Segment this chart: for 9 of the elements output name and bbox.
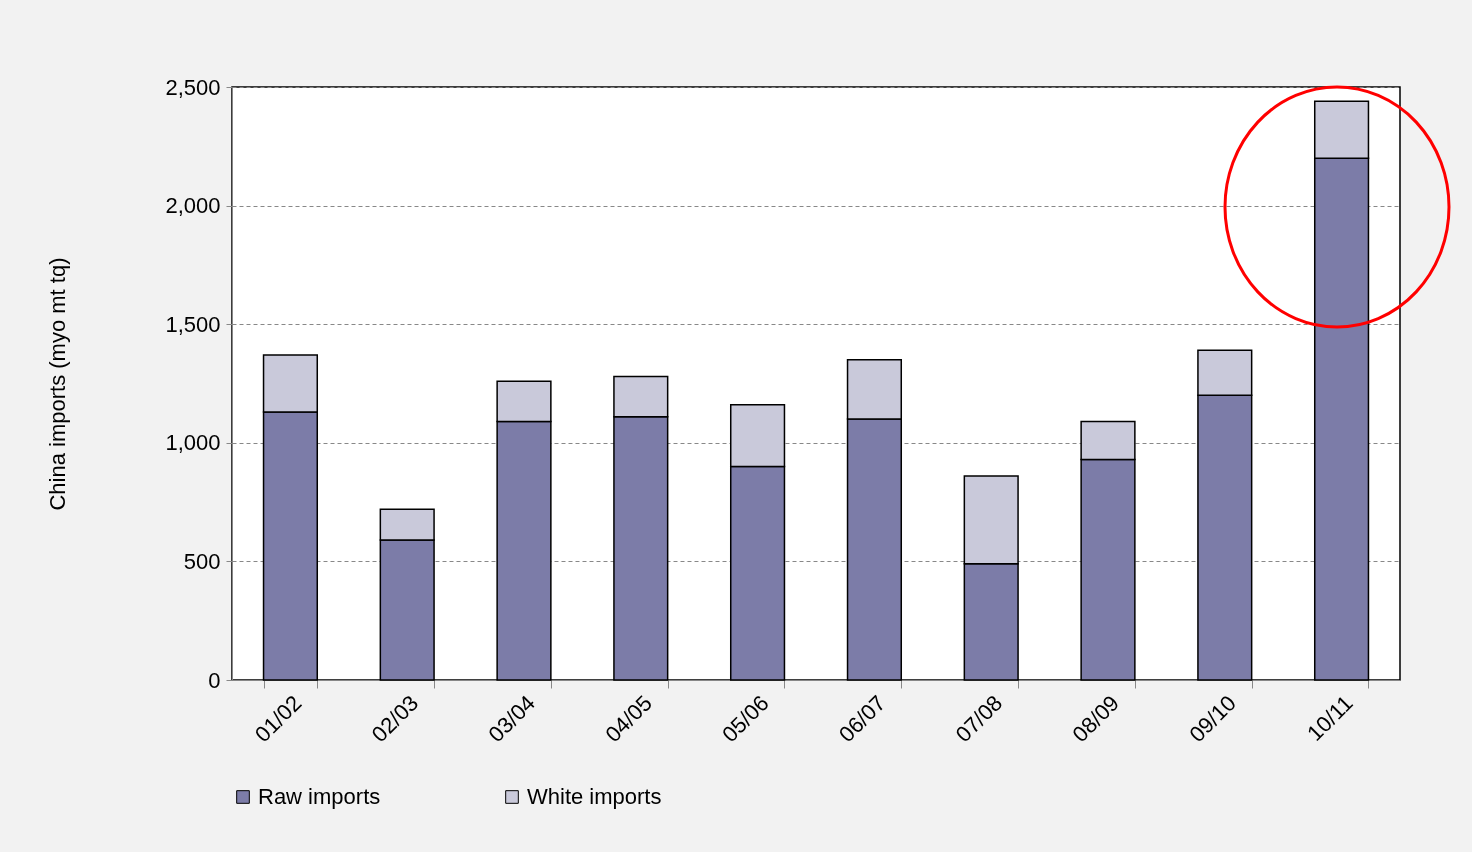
legend-label: White imports	[527, 784, 662, 809]
y-tick-label: 2,500	[165, 74, 221, 100]
y-tick-label: 0	[208, 667, 221, 693]
y-tick-label: 2,000	[165, 193, 221, 219]
y-tick-label: 1,000	[165, 430, 221, 456]
legend-label: Raw imports	[258, 784, 381, 809]
y-tick-label: 500	[183, 548, 221, 574]
y-tick-label: 1,500	[165, 311, 221, 337]
y-axis-title: China imports (myo mt tq)	[45, 257, 71, 511]
